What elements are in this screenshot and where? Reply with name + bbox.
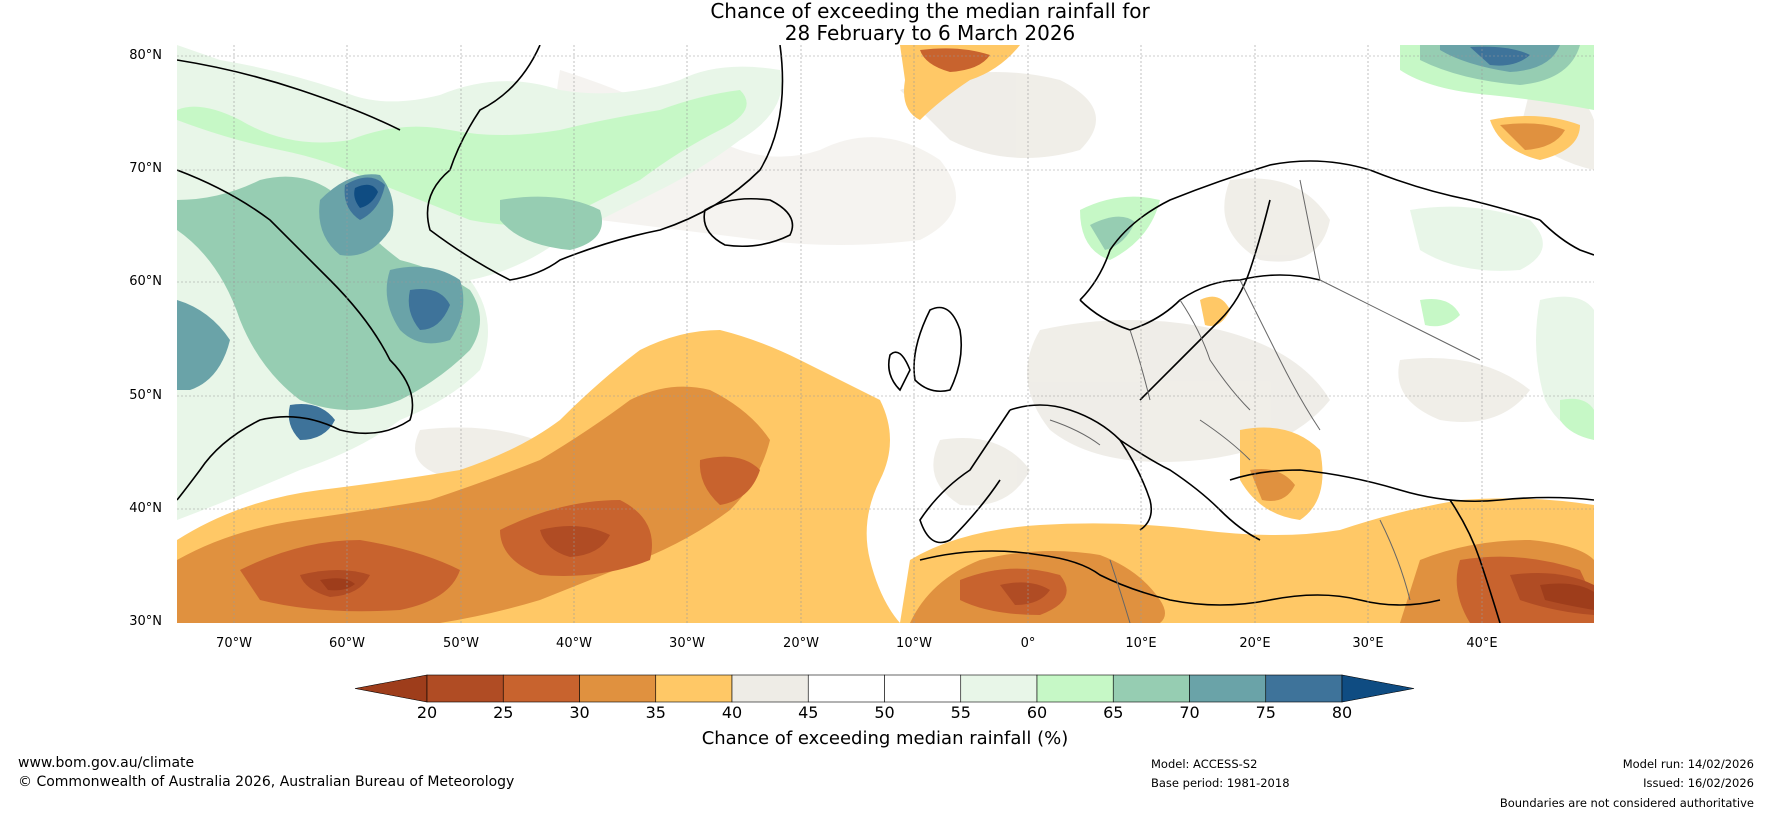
wet-signal-fields: [177, 45, 1594, 520]
colorbar-label: Chance of exceeding median rainfall (%): [701, 728, 1069, 749]
lon-label: 10°W: [896, 636, 932, 651]
chart-title-line2: 28 February to 6 March 2026: [784, 21, 1076, 45]
colorbar-tick-label: 30: [569, 703, 590, 722]
base-period-text: Base period: 1981-2018: [1151, 776, 1290, 790]
lat-label: 30°N: [129, 614, 162, 629]
lon-label: 70°W: [216, 636, 252, 651]
lat-label: 50°N: [129, 388, 162, 403]
colorbar-tick-label: 40: [721, 703, 743, 722]
colorbar-bin-65-70: [1112, 674, 1190, 703]
chart-title-line1: Chance of exceeding the median rainfall …: [710, 0, 1150, 23]
colorbar-tick-label: 25: [493, 703, 514, 722]
colorbar-tick-label: 35: [645, 703, 666, 722]
colorbar-bin-40-45: [731, 674, 809, 703]
colorbar-bin-30-35: [579, 674, 657, 703]
issued-text: Issued: 16/02/2026: [1643, 776, 1754, 790]
colorbar-bin-20-25: [426, 674, 504, 703]
lon-label: 10°E: [1125, 636, 1157, 651]
model-run-text: Model run: 14/02/2026: [1622, 757, 1754, 771]
lat-label: 60°N: [129, 274, 162, 289]
colorbar-extend-low: [354, 674, 428, 703]
website-text: www.bom.gov.au/climate: [18, 755, 195, 771]
colorbar-tick-label: 60: [1026, 703, 1048, 722]
colorbar-tick-label: 55: [950, 703, 971, 722]
copyright-text: © Commonwealth of Australia 2026, Austra…: [18, 774, 515, 790]
lon-label: 0°: [1020, 636, 1036, 651]
colorbar-bin-75-80: [1265, 674, 1343, 703]
colorbar-tick-label: 45: [798, 703, 819, 722]
map-panel: [177, 45, 1594, 623]
lon-label: 20°W: [783, 636, 819, 651]
near-neutral-fields: [415, 70, 1594, 506]
disclaimer-text: Boundaries are not considered authoritat…: [1499, 796, 1754, 810]
colorbar-tick-label: 50: [874, 703, 895, 722]
lon-label: 40°W: [556, 636, 592, 651]
coastlines: [177, 45, 1594, 623]
lat-label: 40°N: [129, 501, 162, 516]
lon-label: 20°E: [1239, 636, 1271, 651]
colorbar-bin-35-40: [655, 674, 733, 703]
dry-signal-fields: [177, 45, 1594, 623]
colorbar-tick-label: 20: [416, 703, 438, 722]
colorbar-bin-50-55: [884, 674, 962, 703]
graticule: [177, 45, 1594, 623]
colorbar-tick-label: 80: [1331, 703, 1353, 722]
lon-label: 50°W: [443, 636, 479, 651]
country-borders: [1049, 179, 1481, 623]
lon-label: 40°E: [1466, 636, 1498, 651]
lon-label: 30°W: [669, 636, 705, 651]
lat-label: 70°N: [129, 161, 162, 176]
colorbar-bin-70-75: [1189, 674, 1267, 703]
colorbar-extend-high: [1341, 674, 1415, 703]
colorbar-tick-label: 70: [1179, 703, 1200, 722]
colorbar-bin-55-60: [960, 674, 1038, 703]
colorbar-tick-label: 75: [1255, 703, 1276, 722]
colorbar: [354, 674, 1415, 703]
model-text: Model: ACCESS-S2: [1151, 757, 1258, 771]
colorbar-tick-label: 65: [1103, 703, 1124, 722]
colorbar-bin-45-50: [807, 674, 885, 703]
lat-label: 80°N: [129, 48, 162, 63]
colorbar-bin-25-30: [502, 674, 580, 703]
colorbar-bin-60-65: [1036, 674, 1114, 703]
lon-label: 60°W: [329, 636, 365, 651]
lon-label: 30°E: [1352, 636, 1384, 651]
